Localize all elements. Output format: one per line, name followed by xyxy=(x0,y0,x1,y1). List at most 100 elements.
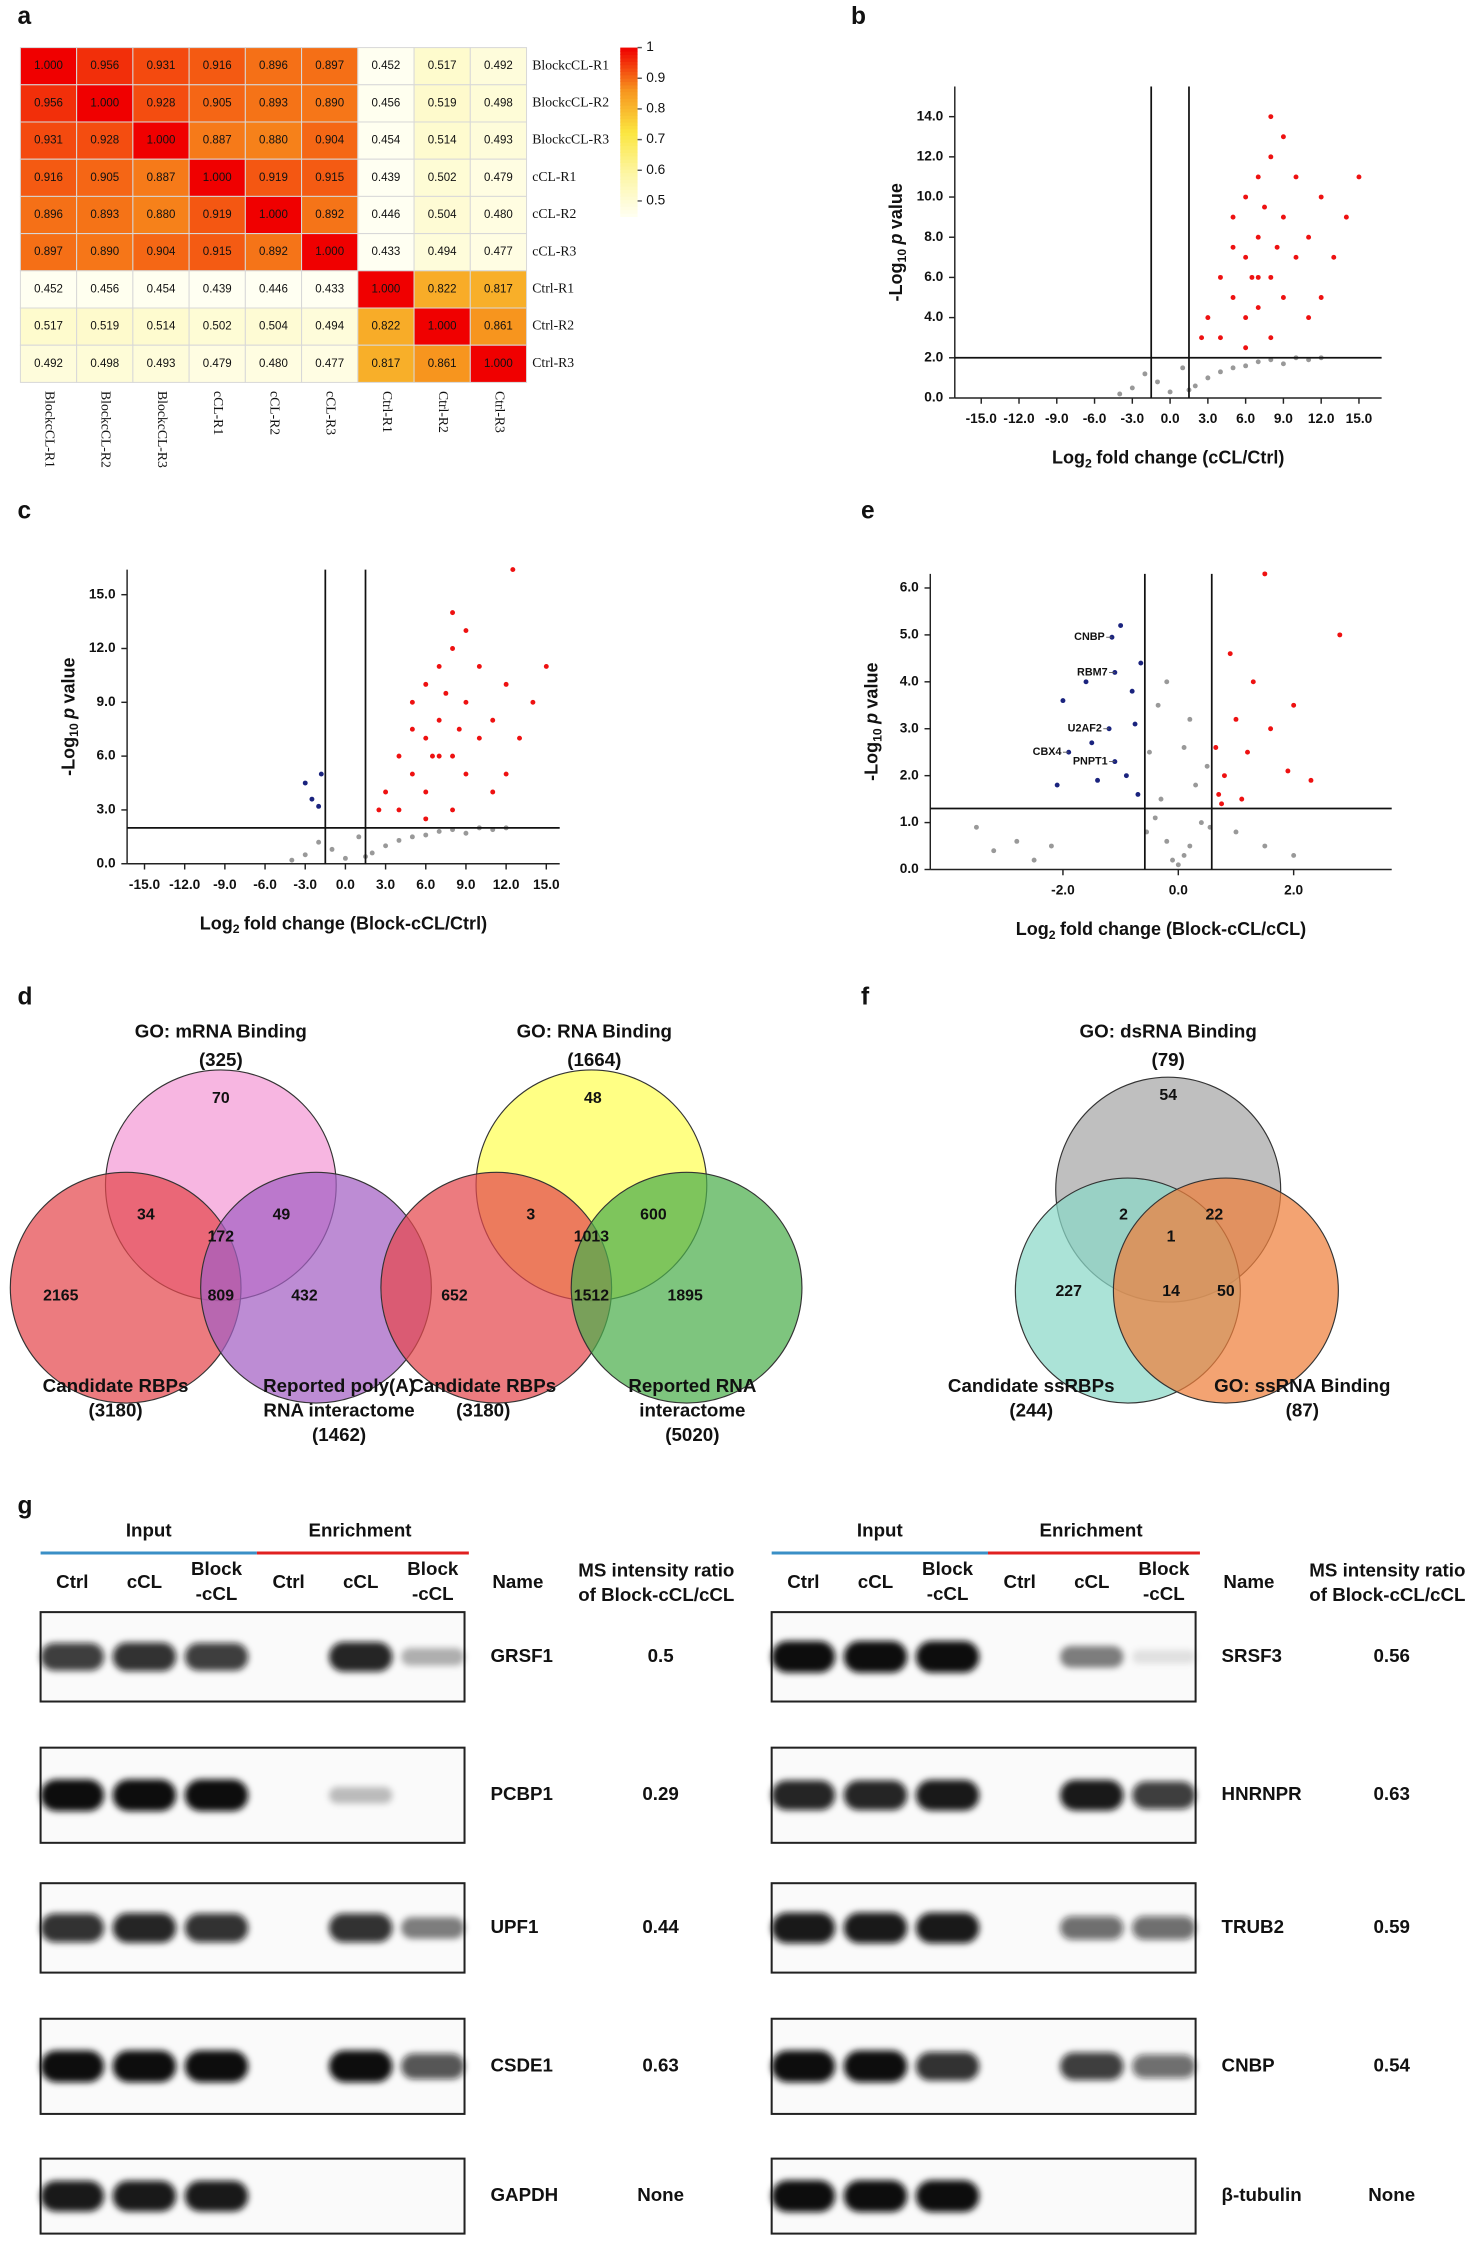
lane-label: Ctrl xyxy=(272,1571,304,1592)
colorbar-slice xyxy=(620,121,638,126)
heatmap-cell xyxy=(244,84,303,123)
point xyxy=(1112,669,1118,675)
cell-label: 0.439 xyxy=(203,283,232,295)
y-axis-title: -Log10 p value xyxy=(886,183,909,301)
row-label: cCL-R3 xyxy=(532,243,576,258)
set-label: (1664) xyxy=(567,1049,621,1070)
point xyxy=(463,628,469,634)
cell-label: 0.892 xyxy=(315,209,344,221)
band xyxy=(771,1912,836,1944)
set-label: GO: ssRNA Binding xyxy=(1214,1375,1390,1396)
x-axis-title: Log2 fold change (cCL/Ctrl) xyxy=(1052,447,1284,470)
cell-label: 1.000 xyxy=(34,60,63,72)
point xyxy=(1198,820,1204,826)
heatmap-cell xyxy=(188,195,246,235)
protein-name: SRSF3 xyxy=(1222,1645,1282,1666)
lane-label: cCL xyxy=(858,1571,893,1592)
y-axis-title-part: -Log xyxy=(861,742,881,781)
cell-label: 0.897 xyxy=(34,246,63,258)
point xyxy=(396,753,402,759)
y-axis-title-part: value xyxy=(886,183,906,229)
y-tick-label: 6.0 xyxy=(924,269,943,284)
band xyxy=(915,1640,980,1673)
point xyxy=(1243,363,1249,369)
y-tick-label: 0.0 xyxy=(924,390,943,405)
panel-label: b xyxy=(851,3,866,30)
point xyxy=(1152,815,1158,821)
column-label: Ctrl-R3 xyxy=(492,391,507,433)
point xyxy=(1204,763,1210,769)
heatmap-cell xyxy=(301,195,359,235)
point xyxy=(1243,254,1249,260)
set-label: interactome xyxy=(639,1400,745,1421)
x-axis-title: Log2 fold change (Block-cCL/cCL) xyxy=(1016,919,1306,942)
point xyxy=(1243,345,1249,351)
column-label: cCL-R2 xyxy=(267,391,282,435)
point xyxy=(1213,745,1219,750)
cell-label: 0.893 xyxy=(259,97,288,109)
heatmap-cell xyxy=(19,121,78,160)
lane-label: Block xyxy=(407,1558,459,1579)
point xyxy=(309,796,315,802)
point xyxy=(436,717,442,723)
colorbar-slice xyxy=(620,199,638,204)
row-label: BlockcCL-R1 xyxy=(532,57,609,72)
protein-name: CSDE1 xyxy=(490,2054,552,2075)
x-tick-label: -3.0 xyxy=(1121,411,1145,426)
point xyxy=(450,807,456,813)
cell-label: 0.494 xyxy=(428,246,457,258)
set-label: (3180) xyxy=(88,1400,142,1421)
cell-label: 0.915 xyxy=(203,246,232,258)
y-tick-label: 14.0 xyxy=(917,108,944,123)
colorbar-slice xyxy=(620,202,638,207)
cell-label: 0.919 xyxy=(203,209,232,221)
x-tick-label: -6.0 xyxy=(253,877,277,892)
cell-label: 0.493 xyxy=(484,135,513,147)
point xyxy=(1255,359,1261,365)
cell-label: 0.492 xyxy=(34,358,63,370)
band xyxy=(1132,1650,1196,1664)
band xyxy=(40,2050,105,2083)
set-label: GO: RNA Binding xyxy=(517,1020,672,1041)
heatmap-cell xyxy=(357,307,415,346)
band xyxy=(1060,2052,1124,2081)
blot-frame xyxy=(39,2157,466,2235)
ratio-header: of Block-cCL/cCL xyxy=(1309,1584,1465,1605)
colorbar-tick-label: 0.7 xyxy=(646,131,665,146)
point xyxy=(1123,773,1129,779)
point xyxy=(1193,782,1199,788)
heatmap-cell xyxy=(413,84,471,123)
point xyxy=(1147,749,1152,755)
colorbar-slice xyxy=(620,162,638,167)
point xyxy=(1356,174,1362,180)
point xyxy=(1293,254,1299,260)
band xyxy=(328,1786,393,1804)
y-axis-title-part: p xyxy=(58,708,78,720)
cell-label: 0.477 xyxy=(315,358,344,370)
region-count: 70 xyxy=(212,1090,230,1107)
colorbar-slice xyxy=(620,158,638,164)
x-tick-label: -15.0 xyxy=(129,877,161,892)
colorbar-slice xyxy=(620,108,638,113)
lane-label: Ctrl xyxy=(787,1571,819,1592)
point xyxy=(476,663,482,669)
point xyxy=(1230,365,1236,371)
cell-label: 0.477 xyxy=(484,246,513,258)
colorbar-slice xyxy=(620,50,638,56)
cell-label: 1.000 xyxy=(484,358,513,370)
region-count: 54 xyxy=(1159,1087,1177,1104)
heatmap-cell xyxy=(19,344,78,383)
x-tick-label: 9.0 xyxy=(1274,411,1293,426)
point xyxy=(456,726,462,732)
ms-ratio: 0.44 xyxy=(642,1916,679,1937)
cell-label: 0.517 xyxy=(428,60,457,72)
point xyxy=(1135,791,1141,797)
x-tick-label: 2.0 xyxy=(1284,883,1303,898)
point xyxy=(1306,234,1312,240)
colorbar-slice xyxy=(620,172,638,177)
y-tick-label: 8.0 xyxy=(924,229,943,244)
point xyxy=(1230,295,1236,300)
cell-label: 0.887 xyxy=(203,135,232,147)
set-label: Candidate RBPs xyxy=(410,1375,556,1396)
point xyxy=(1233,716,1239,722)
